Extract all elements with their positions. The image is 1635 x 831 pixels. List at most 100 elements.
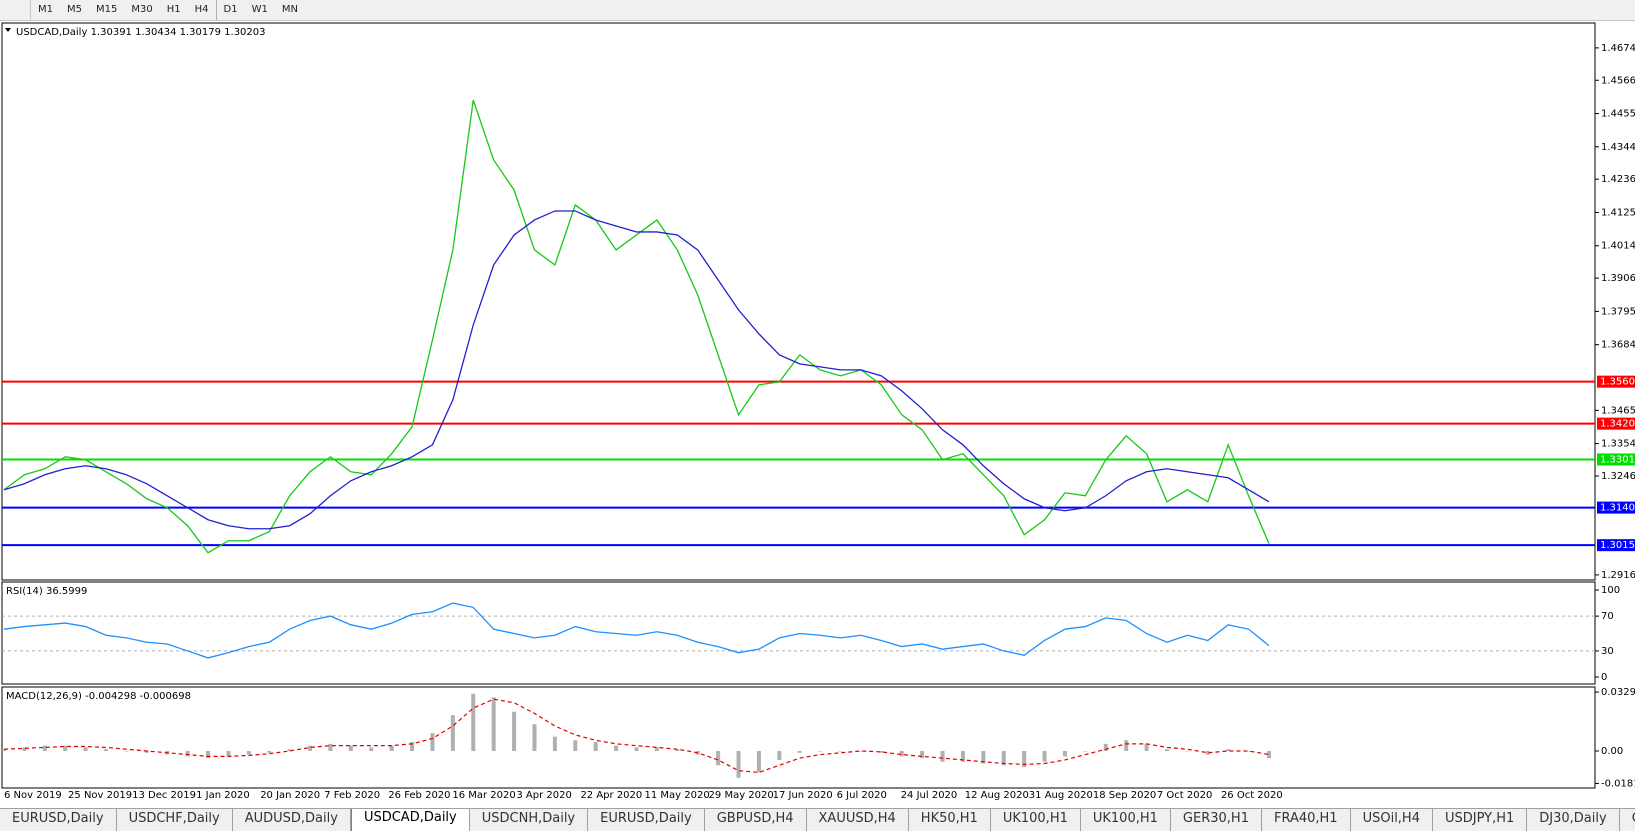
timeframe-button[interactable]: M1	[38, 4, 53, 15]
chart-tab[interactable]: GER30,H1	[1171, 809, 1262, 831]
chart-tab[interactable]: FRA40,H1	[1262, 809, 1351, 831]
x-tick-label: 29 May 2020	[709, 790, 774, 801]
macd-bar	[369, 747, 374, 751]
y-tick-label: 1.42360	[1601, 174, 1635, 185]
macd-bar	[124, 750, 129, 752]
macd-bar	[1124, 740, 1129, 751]
series-line	[3, 602, 1270, 659]
macd-bar	[512, 711, 517, 751]
x-tick-label: 11 May 2020	[645, 790, 710, 801]
chart-tab[interactable]: XAUUSD,H4	[807, 809, 909, 831]
chart-tab[interactable]: HK50,H1	[909, 809, 991, 831]
chart-tab[interactable]: USDCNH,Daily	[470, 809, 589, 831]
chart-tab[interactable]: UK100,H1	[1081, 809, 1171, 831]
macd-bar	[206, 750, 211, 759]
macd-bar	[920, 750, 925, 759]
y-tick-label: 1.37950	[1601, 306, 1635, 317]
chart-tab[interactable]: AUDUSD,Daily	[233, 809, 351, 831]
price-label-box	[1597, 539, 1635, 552]
timeframe-button[interactable]: M30	[131, 4, 153, 15]
macd-bar	[83, 747, 88, 751]
x-tick-label: 6 Jul 2020	[837, 790, 887, 801]
y-tick-label: 1.46740	[1601, 43, 1635, 54]
chart-tab[interactable]: EURUSD,Daily	[0, 809, 117, 831]
x-tick-label: 16 Mar 2020	[452, 790, 515, 801]
timeframes: M1 M5 M15 M30 H1 H4 D1 W1 MN	[31, 0, 305, 20]
macd-bar	[532, 724, 537, 751]
timeframe-button[interactable]: M15	[96, 4, 118, 15]
chart-tab[interactable]: USDCAD,Daily	[350, 809, 470, 831]
price-label: 1.35606	[1600, 377, 1635, 388]
macd-bar	[960, 750, 965, 762]
symbol-title: MACD(12,26,9) -0.004298 -0.000698	[6, 691, 191, 702]
tool-button[interactable]	[0, 0, 31, 20]
dropdown-icon[interactable]	[5, 28, 11, 32]
rsi-panel	[1, 581, 1596, 685]
macd-bar	[63, 745, 68, 751]
chart-tab[interactable]: EURUSD,Daily	[588, 809, 705, 831]
timeframe-button[interactable]: M5	[67, 4, 82, 15]
y-tick-label: 1.43440	[1601, 142, 1635, 153]
y-tick-label: 1.33540	[1601, 439, 1635, 450]
macd-bar	[267, 750, 272, 753]
price-label-box	[1597, 375, 1635, 388]
y-tick-label: 70	[1601, 611, 1614, 622]
macd-bar	[797, 750, 802, 753]
chart-tab[interactable]: USDJPY,H1	[1433, 809, 1528, 831]
chart-tab[interactable]: UK100,H1	[991, 809, 1081, 831]
x-tick-label: 1 Jan 2020	[196, 790, 250, 801]
x-tick-label: 12 Aug 2020	[965, 790, 1029, 801]
timeframe-button[interactable]: W1	[251, 4, 268, 15]
macd-bar	[777, 750, 782, 760]
macd-bar	[614, 745, 619, 751]
macd-bar	[1042, 750, 1047, 762]
macd-bar	[858, 750, 863, 752]
y-tick-label: 1.34650	[1601, 405, 1635, 416]
price-label: 1.34206	[1600, 419, 1635, 430]
macd-bar	[348, 745, 353, 751]
y-tick-label: 1.32460	[1601, 471, 1635, 482]
macd-bar	[1144, 743, 1149, 751]
chart-tab[interactable]: CHINA300,H1	[1620, 809, 1635, 831]
panel-title: MACD(12,26,9) -0.004298 -0.000698	[6, 691, 191, 702]
macd-bar	[879, 750, 884, 753]
x-tick-label: 6 Nov 2019	[4, 790, 62, 801]
macd-bar	[675, 749, 680, 751]
macd-bar	[716, 750, 721, 766]
price-label-box	[1597, 417, 1635, 430]
timeframe-button[interactable]: H4	[194, 4, 209, 15]
x-tick-label: 26 Oct 2020	[1221, 790, 1283, 801]
symbol-title: USDCAD,Daily	[16, 27, 87, 38]
macd-bar	[1164, 749, 1169, 751]
timeframe-button[interactable]: H1	[166, 4, 181, 15]
ohlc-values: 1.30391 1.30434 1.30179 1.30203	[91, 27, 266, 38]
price-label-box	[1597, 453, 1635, 466]
timeframe-button[interactable]: D1	[215, 0, 245, 20]
x-tick-label: 25 Nov 2019	[68, 790, 132, 801]
macd-bar	[940, 750, 945, 762]
macd-bar	[634, 747, 639, 751]
symbol-title: RSI(14) 36.5999	[6, 586, 87, 597]
x-tick-label: 3 Apr 2020	[516, 790, 571, 801]
chart-tab[interactable]: USOil,H4	[1351, 809, 1433, 831]
macd-bar	[246, 750, 251, 755]
timeframe-button[interactable]: MN	[281, 4, 298, 15]
x-tick-label: 24 Jul 2020	[901, 790, 958, 801]
macd-bar	[552, 736, 557, 751]
y-tick-label: 30	[1601, 646, 1614, 657]
macd-bar	[328, 743, 333, 751]
x-tick-label: 13 Dec 2019	[132, 790, 196, 801]
chart-tab[interactable]: USDCHF,Daily	[117, 809, 233, 831]
macd-bar	[736, 750, 741, 778]
chart-tab[interactable]: DJ30,Daily	[1527, 809, 1620, 831]
chart-tab[interactable]: GBPUSD,H4	[705, 809, 807, 831]
y-tick-label: 100	[1601, 585, 1620, 596]
macd-bar	[1246, 750, 1251, 752]
macd-bar	[1083, 750, 1088, 752]
macd-bar	[308, 745, 313, 751]
macd-bar	[1267, 750, 1271, 759]
macd-bar	[144, 750, 149, 753]
